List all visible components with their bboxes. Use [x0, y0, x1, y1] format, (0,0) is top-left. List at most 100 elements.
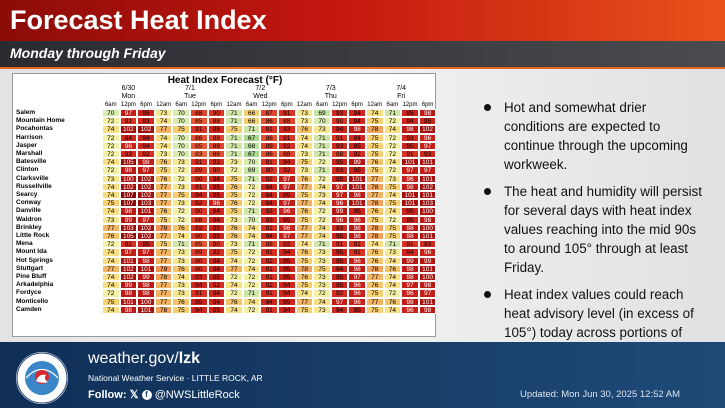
heat-index-cell: 70 [172, 117, 190, 126]
heat-index-cell: 93 [418, 240, 437, 249]
heat-index-cell: 73 [172, 158, 190, 167]
heat-index-cell: 91 [401, 150, 419, 159]
heat-index-cell: 96 [348, 215, 366, 224]
heat-index-cell: 72 [102, 150, 120, 159]
heat-index-cell: 73 [225, 240, 243, 249]
heat-index-cell: 74 [102, 125, 120, 134]
heat-index-cell: 73 [313, 248, 331, 257]
heat-index-cell: 77 [366, 273, 384, 282]
heat-index-cell: 99 [137, 273, 155, 282]
heat-index-cell: 101 [401, 191, 419, 200]
heat-index-cell: 95 [348, 305, 366, 314]
heat-index-cell: 75 [172, 191, 190, 200]
heat-index-cell: 74 [102, 281, 120, 290]
city-label: Mount Ida [16, 248, 47, 256]
heat-index-cell: 95 [207, 305, 226, 314]
heat-index-cell: 102 [119, 182, 138, 191]
heat-index-cell: 95 [207, 232, 226, 241]
heat-index-cell: 92 [348, 150, 366, 159]
heat-index-cell: 95 [278, 273, 296, 282]
heat-index-cell: 90 [260, 166, 278, 175]
heat-index-cell: 77 [295, 182, 314, 191]
heat-index-cell: 75 [295, 305, 314, 314]
city-label: Monticello [16, 297, 49, 305]
heat-index-cell: 67 [242, 133, 261, 142]
heat-index-cell: 101 [348, 174, 366, 183]
heat-index-cell: 90 [207, 240, 226, 249]
heat-index-cell: 91 [260, 273, 278, 282]
heat-index-cell: 96 [348, 281, 366, 290]
heat-index-cell: 95 [348, 166, 366, 175]
heat-index-cell: 74 [366, 240, 384, 249]
heat-index-cell: 98 [418, 109, 437, 118]
facebook-icon[interactable]: f [141, 390, 152, 401]
heat-index-cell: 75 [225, 174, 243, 183]
heat-index-cell: 89 [190, 248, 208, 257]
heat-index-cell: 77 [154, 256, 173, 265]
heat-index-cell: 72 [242, 199, 261, 208]
heat-index-cell: 74 [383, 256, 402, 265]
heat-index-cell: 94 [207, 215, 226, 224]
heat-index-cell: 74 [225, 305, 243, 314]
heat-index-cell: 91 [260, 248, 278, 257]
heat-index-cell: 100 [418, 207, 437, 216]
heat-index-cell: 72 [313, 207, 331, 216]
heat-index-cell: 98 [401, 182, 419, 191]
heat-index-cell: 76 [225, 232, 243, 241]
heat-index-cell: 71 [225, 141, 243, 150]
heat-index-cell: 97 [137, 248, 155, 257]
heat-index-cell: 73 [154, 150, 173, 159]
hour-header: 6pm [210, 102, 223, 108]
heat-index-cell: 74 [295, 133, 314, 142]
city-label: Clarksville [16, 174, 49, 182]
heat-index-cell: 94 [278, 281, 296, 290]
website-link[interactable]: weather.gov/lzk [88, 350, 201, 367]
heat-index-cell: 77 [154, 191, 173, 200]
heat-index-cell: 107 [119, 191, 138, 200]
heat-index-cell: 72 [313, 289, 331, 298]
heat-index-cell: 71 [313, 166, 331, 175]
heat-index-cell: 105 [119, 158, 138, 167]
heat-index-cell: 92 [260, 174, 278, 183]
heat-index-cell: 96 [348, 289, 366, 298]
heat-index-cell: 102 [137, 223, 155, 232]
heat-index-cell: 88 [278, 150, 296, 159]
heat-index-cell: 94 [401, 117, 419, 126]
day-date: 6/30 [121, 85, 136, 92]
heat-index-cell: 101 [137, 264, 155, 273]
heat-index-cell: 95 [401, 215, 419, 224]
heat-index-cell: 91 [260, 289, 278, 298]
heat-index-cell: 74 [154, 141, 173, 150]
heat-index-cell: 91 [260, 223, 278, 232]
heat-index-cell: 74 [383, 305, 402, 314]
heat-index-cell: 72 [242, 248, 261, 257]
city-label: Fordyce [16, 289, 42, 297]
heat-index-cell: 72 [102, 117, 120, 126]
heat-index-cell: 75 [295, 158, 314, 167]
heat-index-cell: 70 [102, 109, 120, 118]
heat-index-cell: 91 [278, 109, 296, 118]
heat-index-cell: 95 [348, 207, 366, 216]
heat-index-cell: 97 [330, 182, 349, 191]
heat-index-cell: 102 [119, 264, 138, 273]
heat-index-cell: 72 [313, 174, 331, 183]
hour-header: 12pm [191, 102, 207, 108]
heat-index-cell: 93 [330, 109, 349, 118]
heat-index-cell: 93 [137, 117, 155, 126]
heat-index-cell: 98 [418, 305, 437, 314]
heat-index-cell: 102 [119, 125, 138, 134]
heat-index-cell: 102 [137, 174, 155, 183]
heat-index-cell: 74 [225, 256, 243, 265]
page-title: Forecast Heat Index [10, 5, 267, 35]
city-label: Marshall [16, 150, 43, 157]
city-label: Waldron [16, 215, 42, 223]
heat-index-cell: 98 [119, 305, 138, 314]
social-handle[interactable]: @NWSLittleRock [154, 389, 240, 401]
city-label: Pocahontas [16, 125, 53, 133]
heat-index-cell: 86 [190, 133, 208, 142]
x-social-icon[interactable]: 𝕏 [129, 389, 139, 401]
heat-index-cell: 78 [366, 125, 384, 134]
heat-index-cell: 95 [207, 273, 226, 282]
heat-index-cell: 76 [225, 199, 243, 208]
hour-header: 12pm [402, 102, 418, 108]
